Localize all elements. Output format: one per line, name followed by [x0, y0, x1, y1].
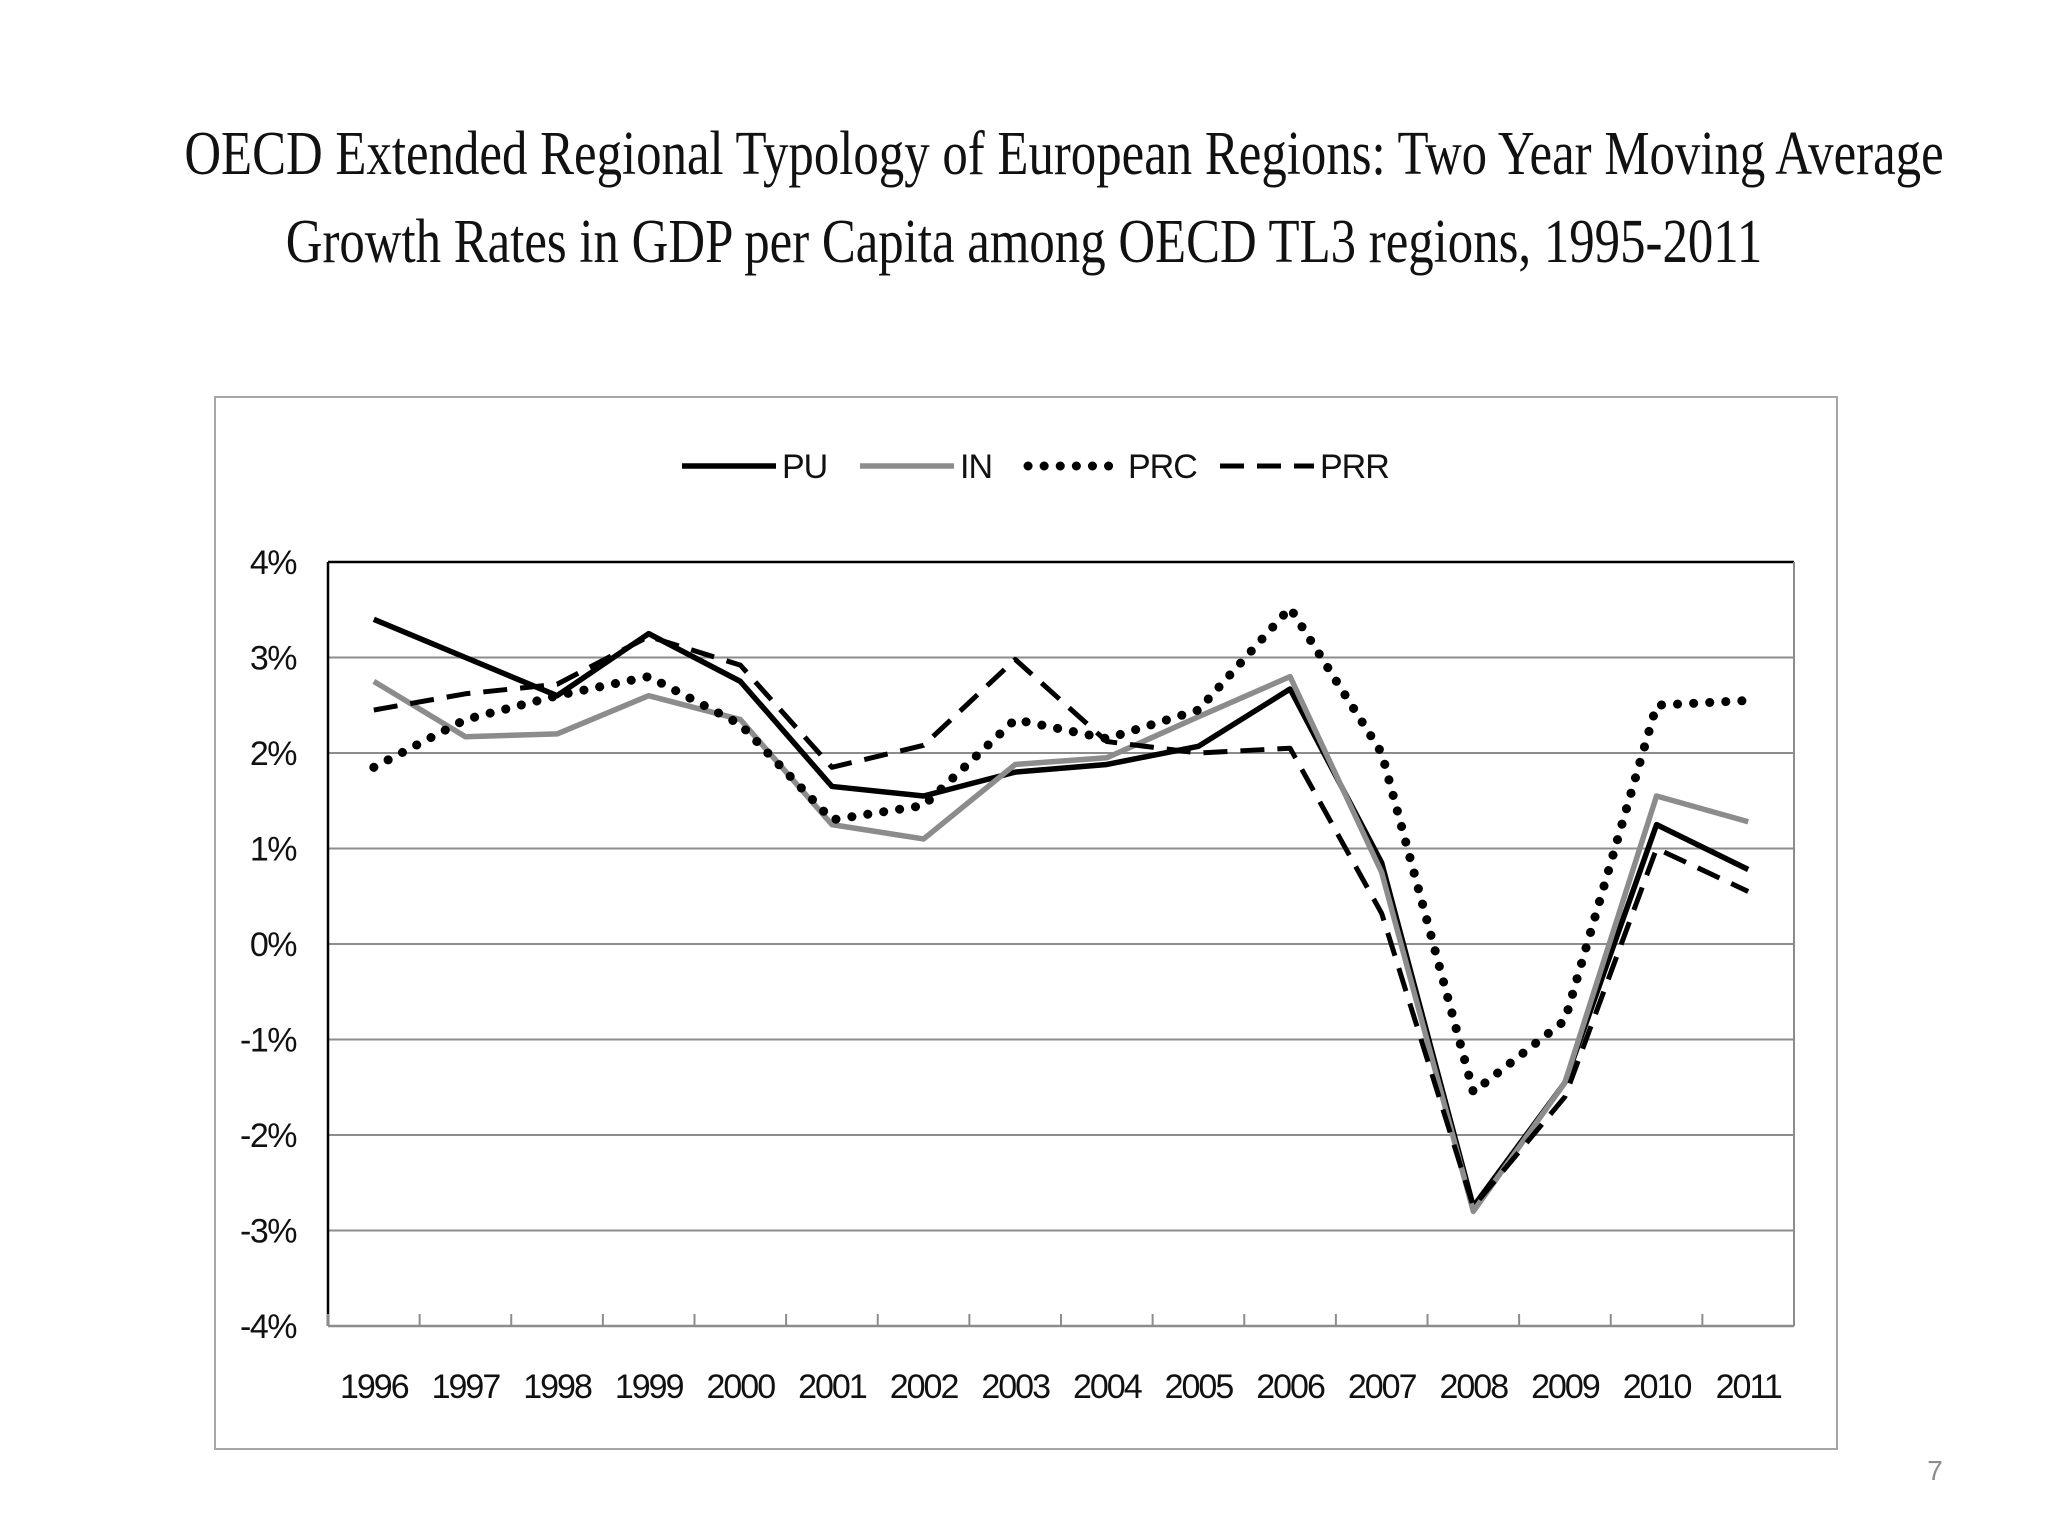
x-tick-label: 2010 [1623, 1368, 1692, 1406]
x-axis-labels: 1996 1997 1998 1999 2000 2001 2002 2003 2004 2005… [340, 1368, 1784, 1406]
x-tick-label: 2003 [981, 1368, 1050, 1406]
x-tick-label: 1999 [615, 1368, 684, 1406]
slide-title: OECD Extended Regional Typology of Europ… [184, 110, 1944, 286]
x-tick-label: 2005 [1165, 1368, 1234, 1406]
y-tick-label: -1% [240, 1022, 297, 1060]
y-tick-label: -2% [240, 1117, 297, 1155]
y-axis-labels: 4% 3% 2% 1% 0% -1% -2% -3% -4% [240, 544, 299, 1346]
y-tick-label: 4% [250, 544, 297, 582]
slide-title-line-1: OECD Extended Regional Typology of Europ… [184, 120, 1944, 188]
chart-frame: 4% 3% 2% 1% 0% -1% -2% -3% -4% 1996 1997 1998 1999 20… [214, 396, 1838, 1450]
legend-label-pu: PU [782, 448, 827, 486]
x-tick-label: 1996 [340, 1368, 409, 1406]
x-tick-label: 1997 [432, 1368, 501, 1406]
x-tick-label: 2008 [1439, 1368, 1508, 1406]
x-tick-label: 2002 [890, 1368, 959, 1406]
y-tick-label: -4% [240, 1308, 297, 1346]
slide-title-line-2: Growth Rates in GDP per Capita among OEC… [285, 208, 1763, 276]
line-chart: 4% 3% 2% 1% 0% -1% -2% -3% -4% 1996 1997 1998 1999 20… [240, 448, 1795, 1406]
x-axis-ticks [327, 1314, 1795, 1326]
page-number: 7 [1927, 1455, 1943, 1486]
x-tick-label: 2004 [1073, 1368, 1142, 1406]
x-tick-label: 2009 [1531, 1368, 1600, 1406]
x-tick-label: 1998 [523, 1368, 592, 1406]
y-tick-label: 1% [250, 831, 297, 869]
x-tick-label: 2001 [798, 1368, 867, 1406]
x-tick-label: 2006 [1256, 1368, 1325, 1406]
series-lines [369, 603, 1753, 1215]
x-tick-label: 2011 [1716, 1368, 1782, 1406]
legend-label-prr: PRR [1320, 448, 1389, 486]
y-tick-label: 0% [250, 926, 297, 964]
gridlines [328, 561, 1794, 1232]
legend-label-prc: PRC [1128, 448, 1197, 486]
series-line-prc [369, 603, 1753, 1097]
x-tick-label: 2000 [706, 1368, 775, 1406]
legend-label-in: IN [960, 448, 992, 486]
series-line-prr [373, 633, 1750, 1210]
y-tick-label: -3% [240, 1213, 297, 1251]
y-tick-label: 3% [250, 640, 297, 678]
y-tick-label: 2% [250, 735, 297, 773]
legend: PU IN PRC PRR [682, 448, 1390, 486]
x-tick-label: 2007 [1348, 1368, 1417, 1406]
series-line-in [372, 673, 1749, 1215]
